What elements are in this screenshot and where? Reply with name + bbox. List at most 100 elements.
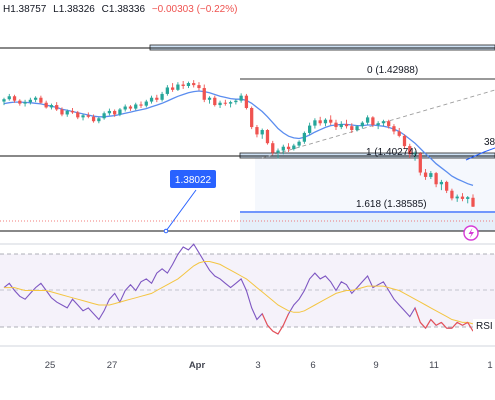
candle (439, 179, 444, 191)
candle-body (86, 115, 90, 117)
candle (376, 121, 380, 130)
callout-box[interactable] (170, 170, 216, 188)
candle-body (44, 102, 48, 108)
candles-layer (2, 80, 475, 207)
candle-body (360, 122, 364, 127)
candle-body (65, 110, 69, 115)
candle (297, 140, 301, 148)
candle-body (18, 100, 22, 104)
candle (91, 114, 96, 123)
ohlc-high: H1.38757 (3, 4, 47, 15)
candle (455, 194, 459, 202)
candle (128, 105, 133, 111)
svg-text:H1.38757 L1.38326 C1.3: H1.38757 L1.38326 C1.38336 −0.00303 (−0.… (3, 4, 237, 15)
candle (39, 95, 43, 104)
candle (2, 97, 6, 106)
candle (329, 115, 333, 126)
candle (434, 171, 438, 188)
candle (23, 99, 27, 107)
candle-body (423, 172, 428, 177)
candle (107, 108, 112, 116)
candle (192, 80, 196, 88)
candle-body (123, 106, 127, 110)
candle-body (176, 84, 180, 90)
candle-body (381, 121, 386, 124)
candle-body (228, 102, 233, 104)
candle (350, 123, 354, 133)
candle (170, 83, 175, 92)
candle (186, 81, 191, 89)
rsi-oversold-segment (451, 322, 458, 329)
candle (28, 97, 32, 105)
rsi-line (3, 243, 474, 335)
candle (313, 118, 317, 129)
candle-body (118, 109, 122, 115)
candle-body (329, 119, 333, 123)
candle (334, 119, 338, 130)
candle-body (192, 83, 196, 86)
flash-icon[interactable] (463, 225, 479, 241)
candle-body (313, 120, 317, 126)
candle-body (223, 102, 227, 104)
candle (371, 116, 375, 128)
candle-body (39, 97, 43, 103)
candle (76, 110, 80, 120)
candle (450, 188, 454, 201)
rsi-oversold-segment (282, 313, 290, 326)
candle-body (33, 97, 38, 100)
candle (18, 99, 22, 106)
candle (181, 81, 185, 89)
candle (123, 104, 127, 112)
candle-body (418, 153, 422, 173)
candle (70, 108, 75, 114)
candle-body (392, 126, 396, 132)
x-tick-label: 27 (107, 360, 118, 371)
candle (276, 148, 280, 159)
candle (265, 129, 270, 145)
candle-body (239, 95, 243, 101)
candle-body (286, 146, 291, 150)
rsi-oversold-segment (467, 322, 474, 332)
candle (445, 180, 449, 194)
candle-body (97, 118, 101, 122)
candle (260, 128, 264, 139)
candle-body (271, 143, 275, 153)
candle (55, 102, 59, 111)
rsi-oversold-segment (435, 321, 442, 326)
candle (118, 108, 122, 117)
rsi-lines-layer (3, 243, 474, 335)
candle-body (70, 110, 75, 113)
candle-body (350, 126, 354, 130)
candle (255, 125, 259, 138)
candle-body (466, 197, 470, 199)
candle (286, 143, 291, 152)
rsi-ma-line (4, 261, 474, 325)
rsi-oversold-segment (462, 321, 468, 326)
candle-body (439, 181, 444, 185)
candle-body (28, 99, 32, 103)
candle (308, 122, 312, 135)
candle (97, 116, 101, 124)
rsi-oversold-segment (440, 322, 448, 329)
candle (218, 100, 222, 108)
candle-body (186, 83, 191, 86)
candle-body (445, 181, 449, 191)
x-tick-label: 6 (310, 360, 315, 371)
candle-body (450, 190, 454, 199)
candle (139, 101, 143, 108)
candle-body (197, 85, 201, 89)
callout-anchor (163, 228, 169, 234)
candle-body (2, 99, 6, 102)
candle (149, 95, 154, 104)
candle (397, 127, 401, 138)
candle-body (155, 97, 159, 100)
candle-body (429, 173, 433, 177)
candle (7, 93, 11, 101)
candle (144, 99, 148, 108)
candle (429, 171, 433, 179)
candle (250, 106, 254, 130)
candle (244, 93, 249, 110)
candle (239, 93, 243, 103)
candle-body (323, 119, 328, 124)
